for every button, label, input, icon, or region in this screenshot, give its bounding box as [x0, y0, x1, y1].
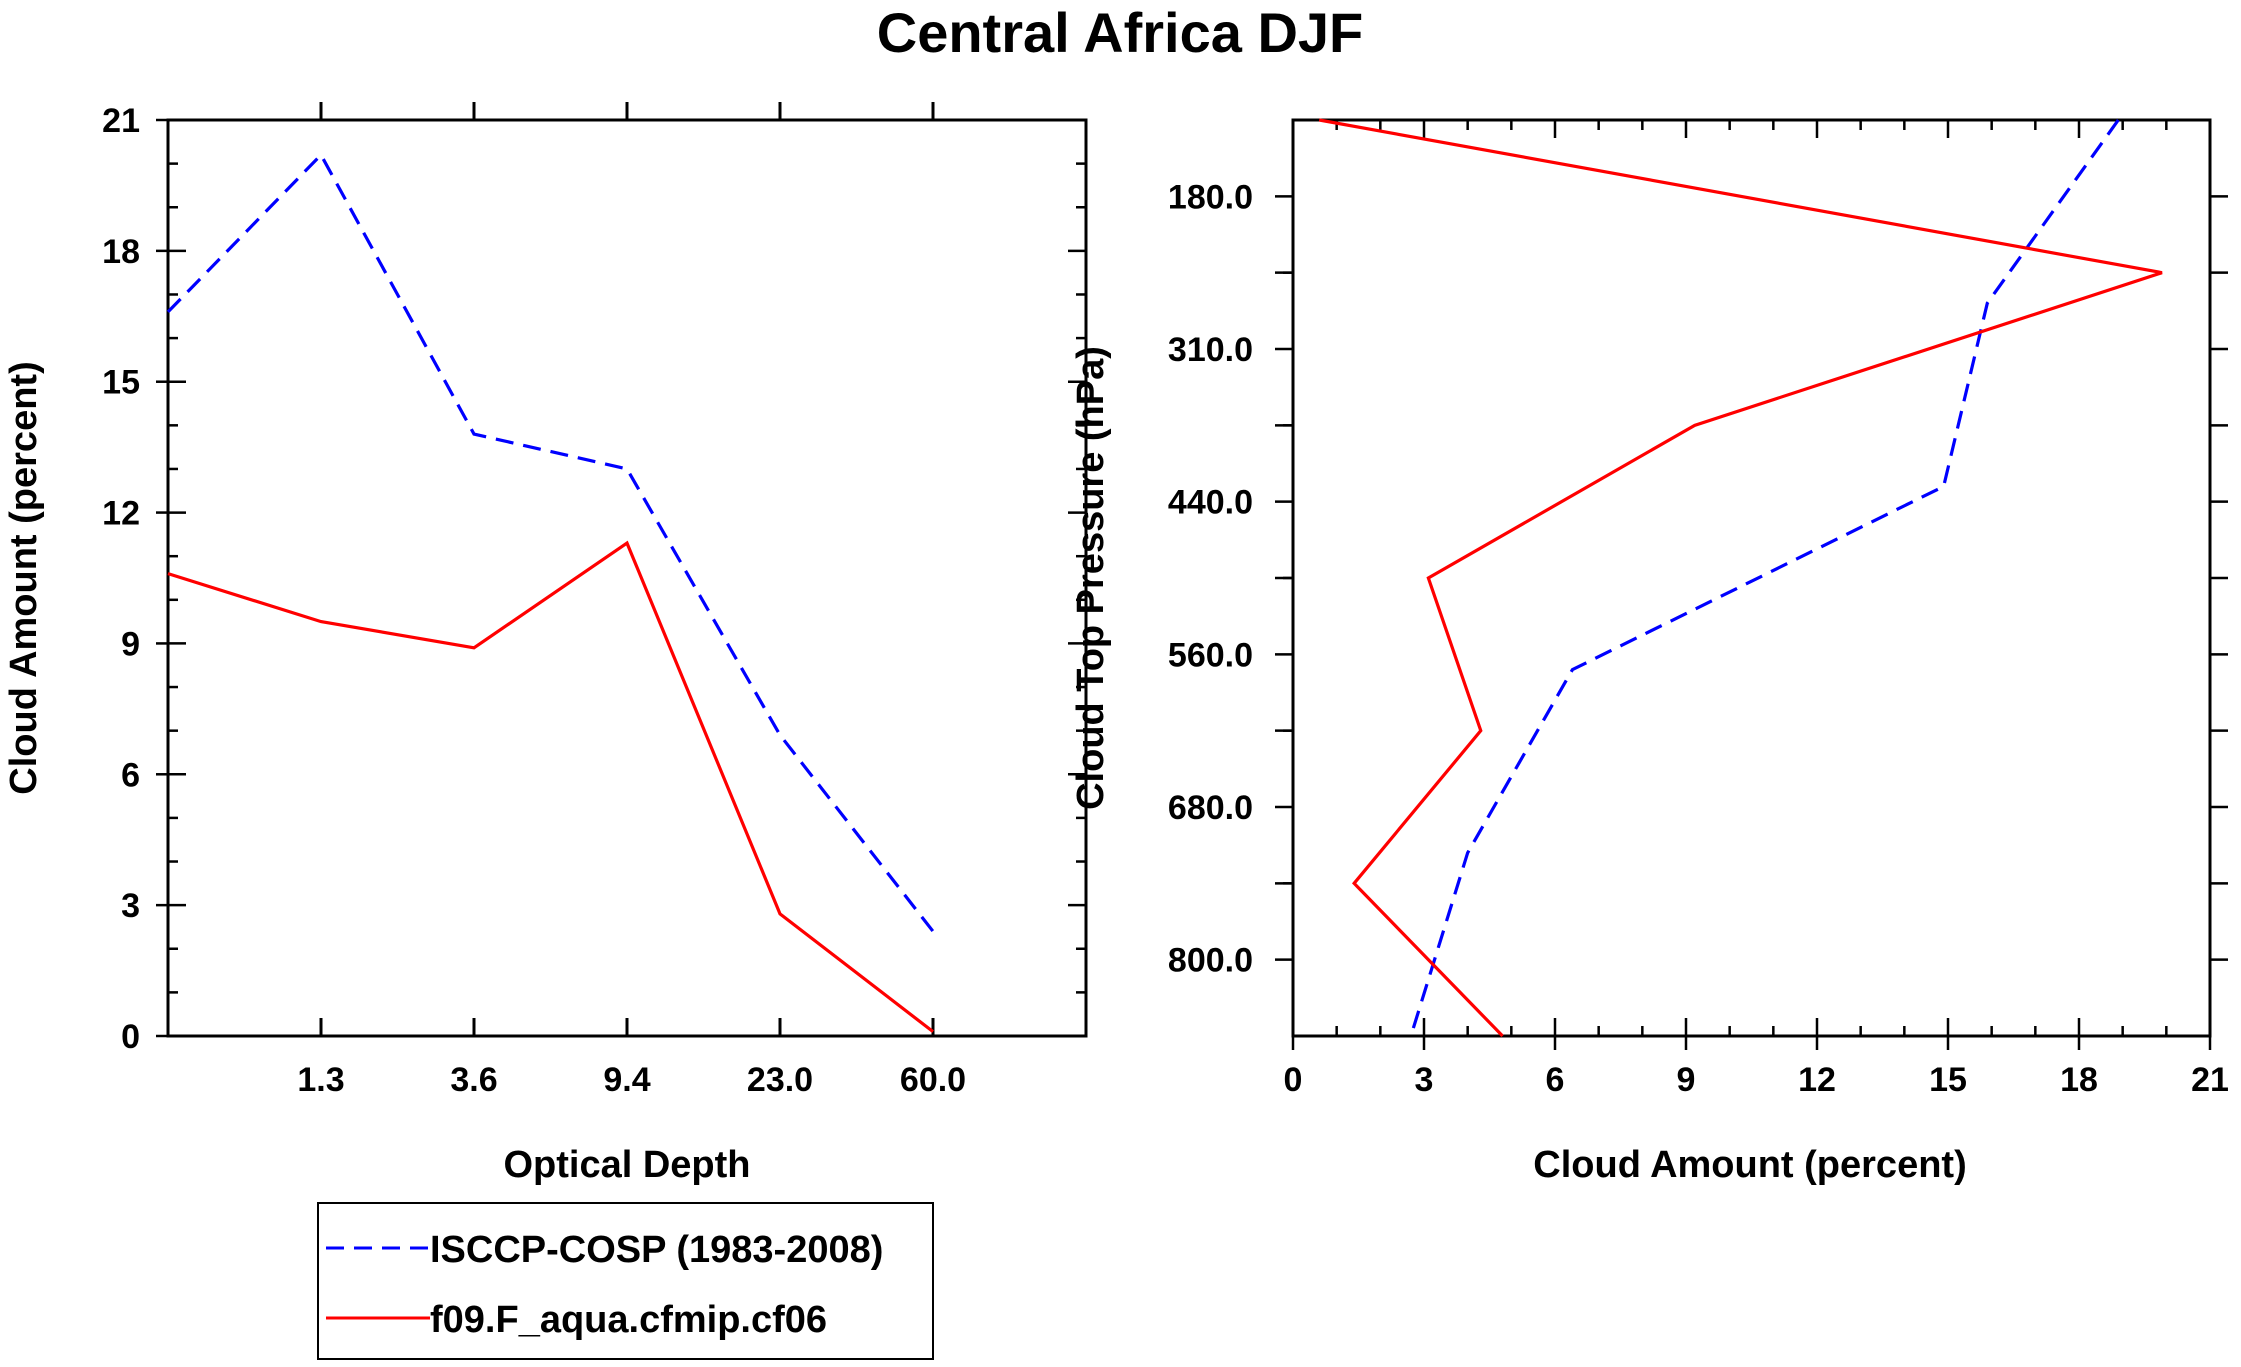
right-x-tick-label: 15 — [1929, 1061, 1967, 1099]
left-x-tick-label: 3.6 — [450, 1061, 497, 1099]
right-x-tick-label: 21 — [2191, 1061, 2229, 1099]
right-x-axis-label: Cloud Amount (percent) — [1533, 1144, 1966, 1186]
right-y-tick-label: 310.0 — [1168, 331, 1253, 369]
left-y-tick-label: 18 — [102, 233, 140, 271]
left-y-tick-label: 21 — [102, 102, 140, 140]
right-x-tick-label: 9 — [1677, 1061, 1696, 1099]
legend-label-model: f09.F_aqua.cfmip.cf06 — [430, 1299, 827, 1341]
left-panel-optical-depth: 1.3 3.6 9.4 23.0 60.0 0 3 6 9 12 15 18 21 Optical D… — [3, 102, 1088, 1186]
left-y-tick-label: 0 — [121, 1018, 140, 1056]
left-x-tick-label: 1.3 — [297, 1061, 344, 1099]
right-y-tick-label: 440.0 — [1168, 484, 1253, 522]
right-x-tick-label: 3 — [1415, 1061, 1434, 1099]
right-y-ticks: 180.0 310.0 440.0 560.0 680.0 800.0 — [1168, 178, 2228, 980]
left-plot-frame — [166, 118, 1088, 1038]
left-series — [166, 152, 935, 1033]
right-x-ticks: 0 3 6 9 12 15 18 21 — [1284, 120, 2229, 1099]
right-y-tick-label: 680.0 — [1168, 789, 1253, 827]
left-y-axis-label: Cloud Amount (percent) — [3, 361, 45, 794]
right-y-tick-label: 800.0 — [1168, 942, 1253, 980]
right-series-model-line — [1318, 118, 2163, 1038]
right-x-tick-label: 18 — [2060, 1061, 2098, 1099]
legend: ISCCP-COSP (1983-2008) f09.F_aqua.cfmip.… — [317, 1202, 934, 1360]
left-y-tick-label: 12 — [102, 495, 140, 533]
right-x-tick-label: 6 — [1546, 1061, 1565, 1099]
legend-label-isccp: ISCCP-COSP (1983-2008) — [430, 1229, 883, 1271]
left-y-ticks: 0 3 6 9 12 15 18 21 — [102, 102, 1086, 1056]
right-x-tick-label: 12 — [1798, 1061, 1836, 1099]
left-series-isccp-line — [166, 152, 935, 933]
left-x-tick-label: 60.0 — [900, 1061, 966, 1099]
left-y-tick-label: 9 — [121, 625, 140, 663]
left-x-tick-label: 23.0 — [747, 1061, 813, 1099]
legend-box — [317, 1202, 934, 1360]
right-y-axis-label: Cloud Top Pressure (hPa) — [1070, 346, 1112, 810]
left-y-tick-label: 6 — [121, 756, 140, 794]
right-series-isccp-line — [1409, 119, 2120, 1037]
left-y-tick-label: 3 — [121, 887, 140, 925]
right-y-tick-label: 560.0 — [1168, 636, 1253, 674]
right-x-tick-label: 0 — [1284, 1061, 1303, 1099]
left-y-tick-label: 15 — [102, 364, 140, 402]
chart-title: Central Africa DJF — [877, 1, 1364, 64]
left-x-ticks: 1.3 3.6 9.4 23.0 60.0 — [297, 102, 966, 1099]
left-x-axis-label: Optical Depth — [503, 1144, 750, 1186]
right-series — [1318, 118, 2163, 1038]
right-panel-cloud-top-pressure: 0 3 6 9 12 15 18 21 180.0 310.0 440.0 560.0 680.0 80… — [1070, 118, 2229, 1186]
right-y-tick-label: 180.0 — [1168, 178, 1253, 216]
left-x-tick-label: 9.4 — [603, 1061, 650, 1099]
left-series-model-line — [167, 540, 934, 1033]
